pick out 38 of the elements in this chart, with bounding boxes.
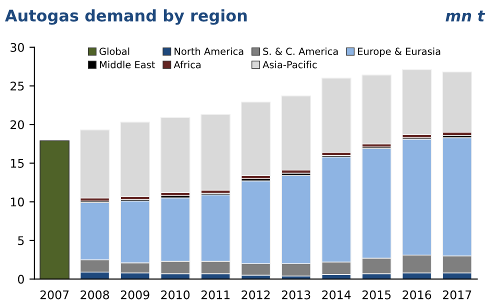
x-tick-label: 2013 <box>282 290 310 300</box>
bar <box>200 114 230 191</box>
y-tick-label: 30 <box>10 43 24 52</box>
bar <box>281 96 312 171</box>
text: mn t <box>446 10 486 22</box>
x-tick-label: 2016 <box>402 290 432 300</box>
bar <box>240 102 271 176</box>
y-tick-label: 10 <box>10 198 24 206</box>
bar <box>402 69 432 136</box>
y-tick-label: 5 <box>18 236 24 246</box>
y-tick-label: 20 <box>10 120 24 130</box>
x-tick-label: 2011 <box>201 290 230 300</box>
bar <box>321 78 352 153</box>
x-tick-label: 2009 <box>120 290 150 300</box>
legend-label: S. & C. America <box>263 48 338 56</box>
x-tick-label: 2010 <box>161 290 190 300</box>
bar <box>40 140 70 280</box>
chart-title: Autogas demand by region <box>4 9 247 25</box>
y-tick-label: 15 <box>10 159 24 168</box>
legend-label: North America <box>174 48 244 56</box>
legend-label: Europe & Eurasia <box>358 48 440 57</box>
legend-label: Africa <box>174 60 201 68</box>
bar <box>80 130 110 198</box>
x-tick-label: 2007 <box>40 290 69 300</box>
y-tick-label: 25 <box>10 82 24 91</box>
x-tick-label: 2017 <box>442 290 472 300</box>
bar <box>120 122 150 197</box>
x-tick-label: 2008 <box>80 290 110 300</box>
legend-label: Asia-Pacific <box>262 60 317 68</box>
bar <box>362 74 392 144</box>
y-tick-label: 0 <box>18 274 24 284</box>
x-tick-label: 2014 <box>322 290 351 300</box>
legend-label: Global <box>100 48 130 56</box>
bar <box>160 117 190 193</box>
x-tick-label: 2015 <box>362 290 391 300</box>
x-tick-label: 2012 <box>242 290 270 300</box>
legend-label: Middle East <box>100 60 155 68</box>
bar <box>442 72 472 133</box>
